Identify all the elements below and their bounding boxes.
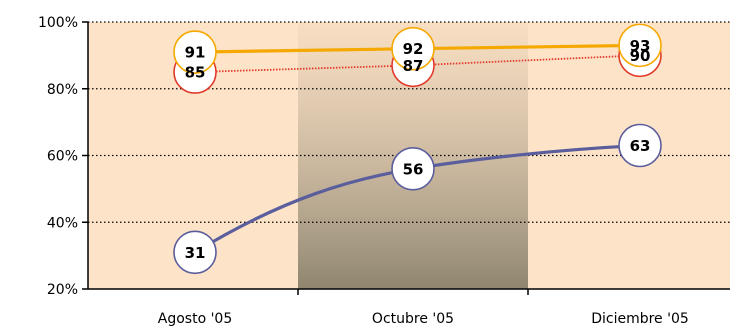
axes: 20% 40% 60% 80% 100% Agosto '05 Octubre '05 Dic… [38,15,730,327]
data-point-marker [618,123,662,168]
data-point-marker [618,23,662,68]
data-label: 91 [185,44,206,62]
data-label: 93 [630,37,651,55]
data-label: 56 [403,160,424,178]
data-label: 92 [403,40,424,58]
series-line [194,54,641,73]
data-label: 85 [185,64,206,82]
series-group: 85 87 90 91 92 93 31 56 63 [173,23,662,275]
data-point-marker [391,147,435,191]
data-point-marker [391,26,435,71]
x-tick-label: Agosto '05 [158,311,233,327]
data-label: 63 [630,137,651,155]
y-tick-label: 20% [47,282,78,298]
data-point-marker [173,230,217,275]
y-tick-label: 100% [38,15,78,31]
x-tick-label: Octubre '05 [372,311,454,327]
data-label: 90 [630,47,651,65]
data-label: 87 [403,57,424,75]
y-tick-label: 60% [47,149,78,165]
x-tick-label: Diciembre '05 [591,311,689,327]
data-point-marker [173,30,217,74]
data-label: 31 [185,244,206,262]
y-tick-label: 80% [47,82,78,98]
y-tick-label: 40% [47,215,78,231]
